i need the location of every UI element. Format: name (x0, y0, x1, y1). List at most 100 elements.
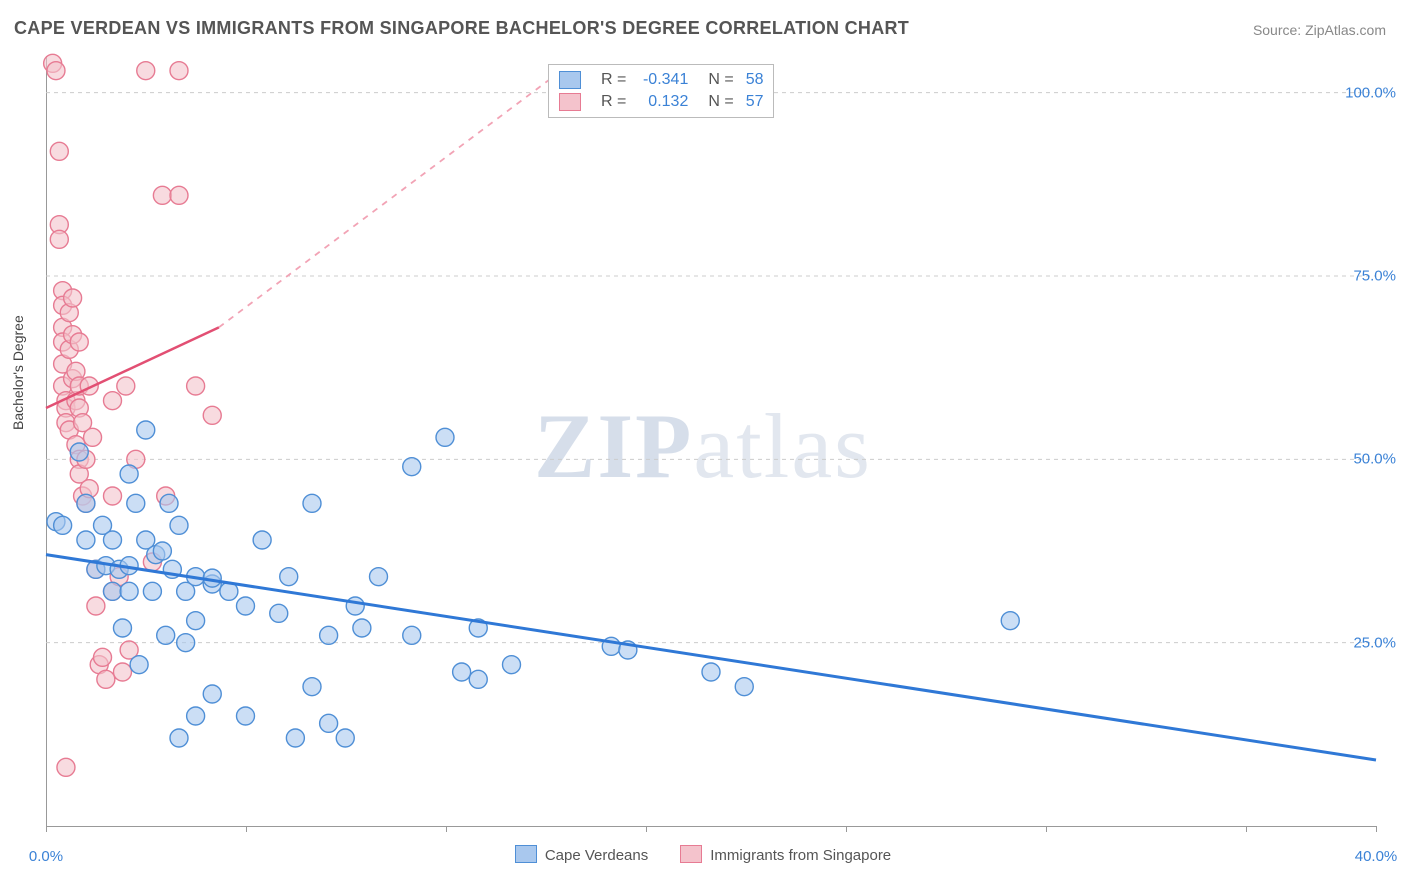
x-tick-mark (246, 826, 247, 832)
data-point (187, 612, 205, 630)
data-point (286, 729, 304, 747)
data-point (270, 604, 288, 622)
correlation-stats-box: R = -0.341 N = 58 R = 0.132 N = 57 (548, 64, 774, 118)
data-point (187, 377, 205, 395)
data-point (94, 648, 112, 666)
data-point (237, 597, 255, 615)
data-point (47, 62, 65, 80)
data-point (97, 670, 115, 688)
data-point (177, 634, 195, 652)
scatter-plot-svg (46, 56, 1376, 826)
data-point (104, 392, 122, 410)
stats-r-label: R = (601, 93, 626, 111)
data-point (120, 465, 138, 483)
data-point (203, 406, 221, 424)
legend-label: Cape Verdeans (545, 847, 648, 864)
data-point (203, 685, 221, 703)
data-point (237, 707, 255, 725)
data-point (303, 494, 321, 512)
stats-r-value: -0.341 (638, 71, 688, 89)
data-point (370, 568, 388, 586)
data-point (64, 289, 82, 307)
data-point (253, 531, 271, 549)
data-point (280, 568, 298, 586)
data-point (320, 714, 338, 732)
data-point (70, 443, 88, 461)
stats-swatch-pink (559, 93, 581, 111)
data-point (336, 729, 354, 747)
data-point (117, 377, 135, 395)
stats-n-label: N = (708, 93, 733, 111)
data-point (436, 428, 454, 446)
data-point (137, 421, 155, 439)
x-tick-mark (1246, 826, 1247, 832)
x-tick-mark (446, 826, 447, 832)
legend: Cape Verdeans Immigrants from Singapore (0, 845, 1406, 864)
data-point (143, 582, 161, 600)
data-point (57, 758, 75, 776)
chart-title: CAPE VERDEAN VS IMMIGRANTS FROM SINGAPOR… (14, 18, 909, 39)
stats-n-label: N = (708, 71, 733, 89)
data-point (735, 678, 753, 696)
data-point (453, 663, 471, 681)
legend-item: Immigrants from Singapore (680, 845, 891, 864)
legend-swatch (680, 845, 702, 863)
data-point (120, 582, 138, 600)
data-point (50, 142, 68, 160)
data-point (170, 186, 188, 204)
legend-item: Cape Verdeans (515, 845, 648, 864)
y-axis-label: Bachelor's Degree (10, 315, 26, 430)
data-point (77, 494, 95, 512)
data-point (320, 626, 338, 644)
data-point (153, 186, 171, 204)
data-point (104, 582, 122, 600)
y-tick-label: 25.0% (1353, 634, 1396, 651)
legend-label: Immigrants from Singapore (710, 847, 891, 864)
data-point (503, 656, 521, 674)
x-tick-mark (1376, 826, 1377, 832)
stats-swatch-blue (559, 71, 581, 89)
y-tick-label: 50.0% (1353, 451, 1396, 468)
trend-line (46, 555, 1376, 760)
data-point (1001, 612, 1019, 630)
data-point (170, 516, 188, 534)
data-point (54, 516, 72, 534)
data-point (403, 458, 421, 476)
data-point (130, 656, 148, 674)
stats-r-label: R = (601, 71, 626, 89)
data-point (160, 494, 178, 512)
stats-row-pink: R = 0.132 N = 57 (559, 91, 763, 113)
data-point (127, 494, 145, 512)
stats-n-value: 57 (746, 93, 764, 111)
data-point (104, 487, 122, 505)
data-point (346, 597, 364, 615)
trend-line (219, 71, 561, 328)
data-point (104, 531, 122, 549)
data-point (403, 626, 421, 644)
stats-r-value: 0.132 (638, 93, 688, 111)
data-point (84, 428, 102, 446)
data-point (353, 619, 371, 637)
stats-n-value: 58 (746, 71, 764, 89)
y-tick-label: 75.0% (1353, 268, 1396, 285)
data-point (113, 619, 131, 637)
data-point (170, 729, 188, 747)
stats-row-blue: R = -0.341 N = 58 (559, 69, 763, 91)
data-point (70, 333, 88, 351)
x-tick-mark (1046, 826, 1047, 832)
data-point (87, 597, 105, 615)
data-point (702, 663, 720, 681)
data-point (77, 531, 95, 549)
x-tick-mark (646, 826, 647, 832)
y-tick-label: 100.0% (1345, 84, 1396, 101)
data-point (50, 230, 68, 248)
data-point (153, 542, 171, 560)
data-point (137, 62, 155, 80)
data-point (187, 707, 205, 725)
x-tick-mark (46, 826, 47, 832)
data-point (113, 663, 131, 681)
data-point (157, 626, 175, 644)
data-point (303, 678, 321, 696)
legend-swatch (515, 845, 537, 863)
source-attribution: Source: ZipAtlas.com (1253, 22, 1386, 38)
